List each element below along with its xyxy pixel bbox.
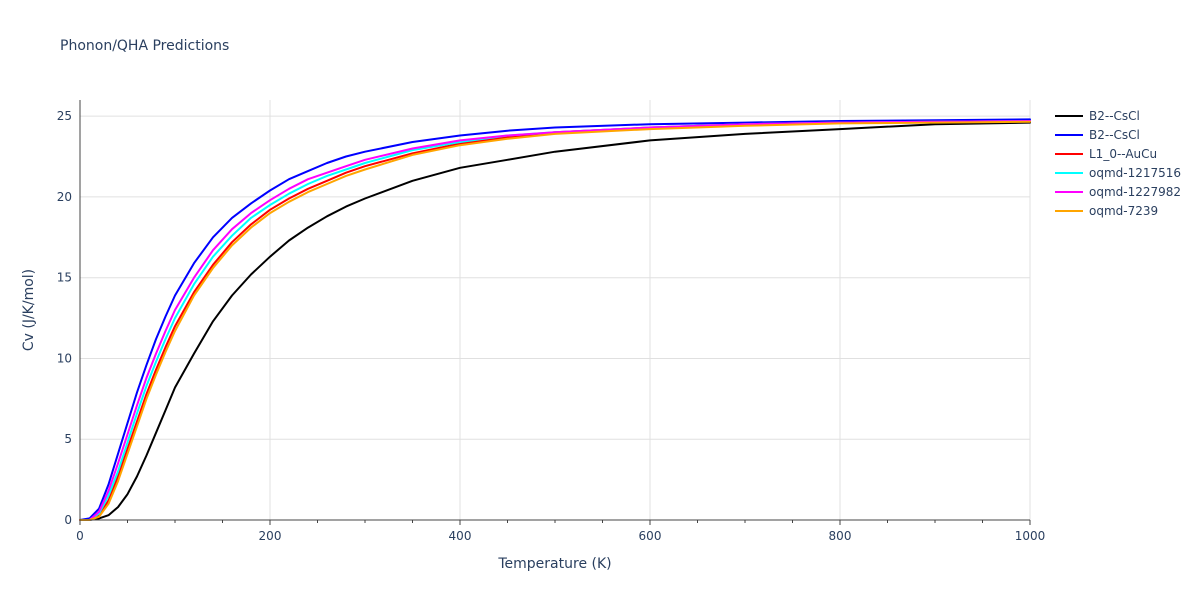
series-line-2 <box>79 118 1031 521</box>
chart-title: Phonon/QHA Predictions <box>60 38 229 54</box>
series-lines <box>79 118 1031 521</box>
series-line-1 <box>79 121 1031 521</box>
legend-item-6[interactable]: oqmd-7239 <box>1055 204 1158 218</box>
x-axis-title: Temperature (K) <box>497 556 611 572</box>
series-line-6 <box>79 120 1031 521</box>
legend-label: oqmd-7239 <box>1089 204 1158 218</box>
grid-lines <box>80 100 1031 520</box>
y-axis-title: Cv (J/K/mol) <box>21 269 37 351</box>
y-tick-label: 0 <box>64 513 72 527</box>
x-tick-label: 400 <box>449 529 472 543</box>
legend-label: B2--CsCl <box>1089 128 1140 142</box>
legend-item-1[interactable]: B2--CsCl <box>1055 109 1140 123</box>
legend-item-5[interactable]: oqmd-1227982 <box>1055 185 1181 199</box>
x-tick-label: 200 <box>259 529 282 543</box>
legend-label: oqmd-1227982 <box>1089 185 1181 199</box>
legend-item-3[interactable]: L1_0--AuCu <box>1055 147 1157 161</box>
legend-label: B2--CsCl <box>1089 109 1140 123</box>
series-line-3 <box>79 120 1031 521</box>
y-tick-label: 25 <box>57 109 72 123</box>
y-tick-label: 10 <box>57 351 72 365</box>
y-tick-label: 5 <box>64 432 72 446</box>
legend-item-2[interactable]: B2--CsCl <box>1055 128 1140 142</box>
series-line-5 <box>79 120 1031 521</box>
legend-item-4[interactable]: oqmd-1217516 <box>1055 166 1181 180</box>
y-tick-label: 20 <box>57 190 72 204</box>
y-tick-label: 15 <box>57 271 72 285</box>
axes <box>79 100 1031 525</box>
x-tick-label: 0 <box>76 529 84 543</box>
tick-labels: 0 200 400 600 800 1000 0 5 10 15 20 25 <box>57 109 1046 543</box>
x-tick-label: 600 <box>639 529 662 543</box>
legend-label: L1_0--AuCu <box>1089 147 1157 161</box>
x-tick-label: 800 <box>829 529 852 543</box>
legend[interactable]: B2--CsCl B2--CsCl L1_0--AuCu oqmd-1217516 oq… <box>1055 109 1181 218</box>
legend-label: oqmd-1217516 <box>1089 166 1181 180</box>
x-tick-label: 1000 <box>1015 529 1046 543</box>
series-line-4 <box>79 120 1031 521</box>
